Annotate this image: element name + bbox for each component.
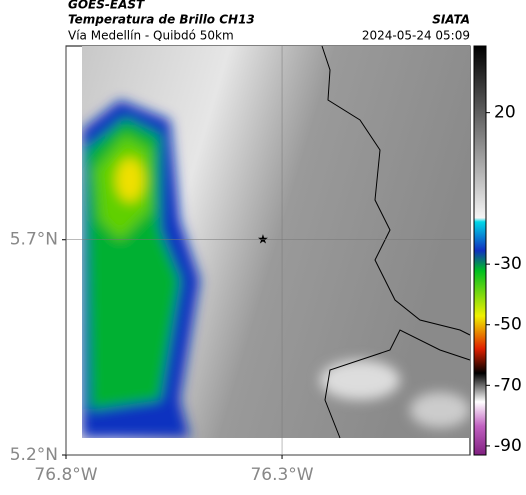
colorbar-tick-label: -70 (494, 375, 522, 395)
satellite-image (82, 46, 470, 438)
colorbar (473, 45, 487, 456)
subtitle: Vía Medellín - Quibdó 50km (68, 29, 234, 43)
datetime: 2024-05-24 05:09 (362, 29, 470, 43)
header-line1: GOES-EAST (68, 0, 145, 12)
lat-tick-label: 5.7°N (10, 230, 58, 250)
header-line2: Temperatura de Brillo CH13 (68, 13, 255, 27)
colorbar-tick-label: -50 (494, 315, 522, 335)
lat-tick-label: 5.2°N (10, 445, 58, 465)
colorbar-tick-label: 20 (494, 103, 516, 123)
border-line (321, 45, 471, 439)
colorbar-tick-label: -90 (494, 436, 522, 456)
colorbar-tick-label: -30 (494, 254, 522, 274)
lon-tick-label: 76.3°W (250, 465, 313, 485)
source: SIATA (432, 13, 470, 27)
location-marker: ★ (257, 233, 269, 248)
lon-tick-label: 76.8°W (34, 465, 97, 485)
